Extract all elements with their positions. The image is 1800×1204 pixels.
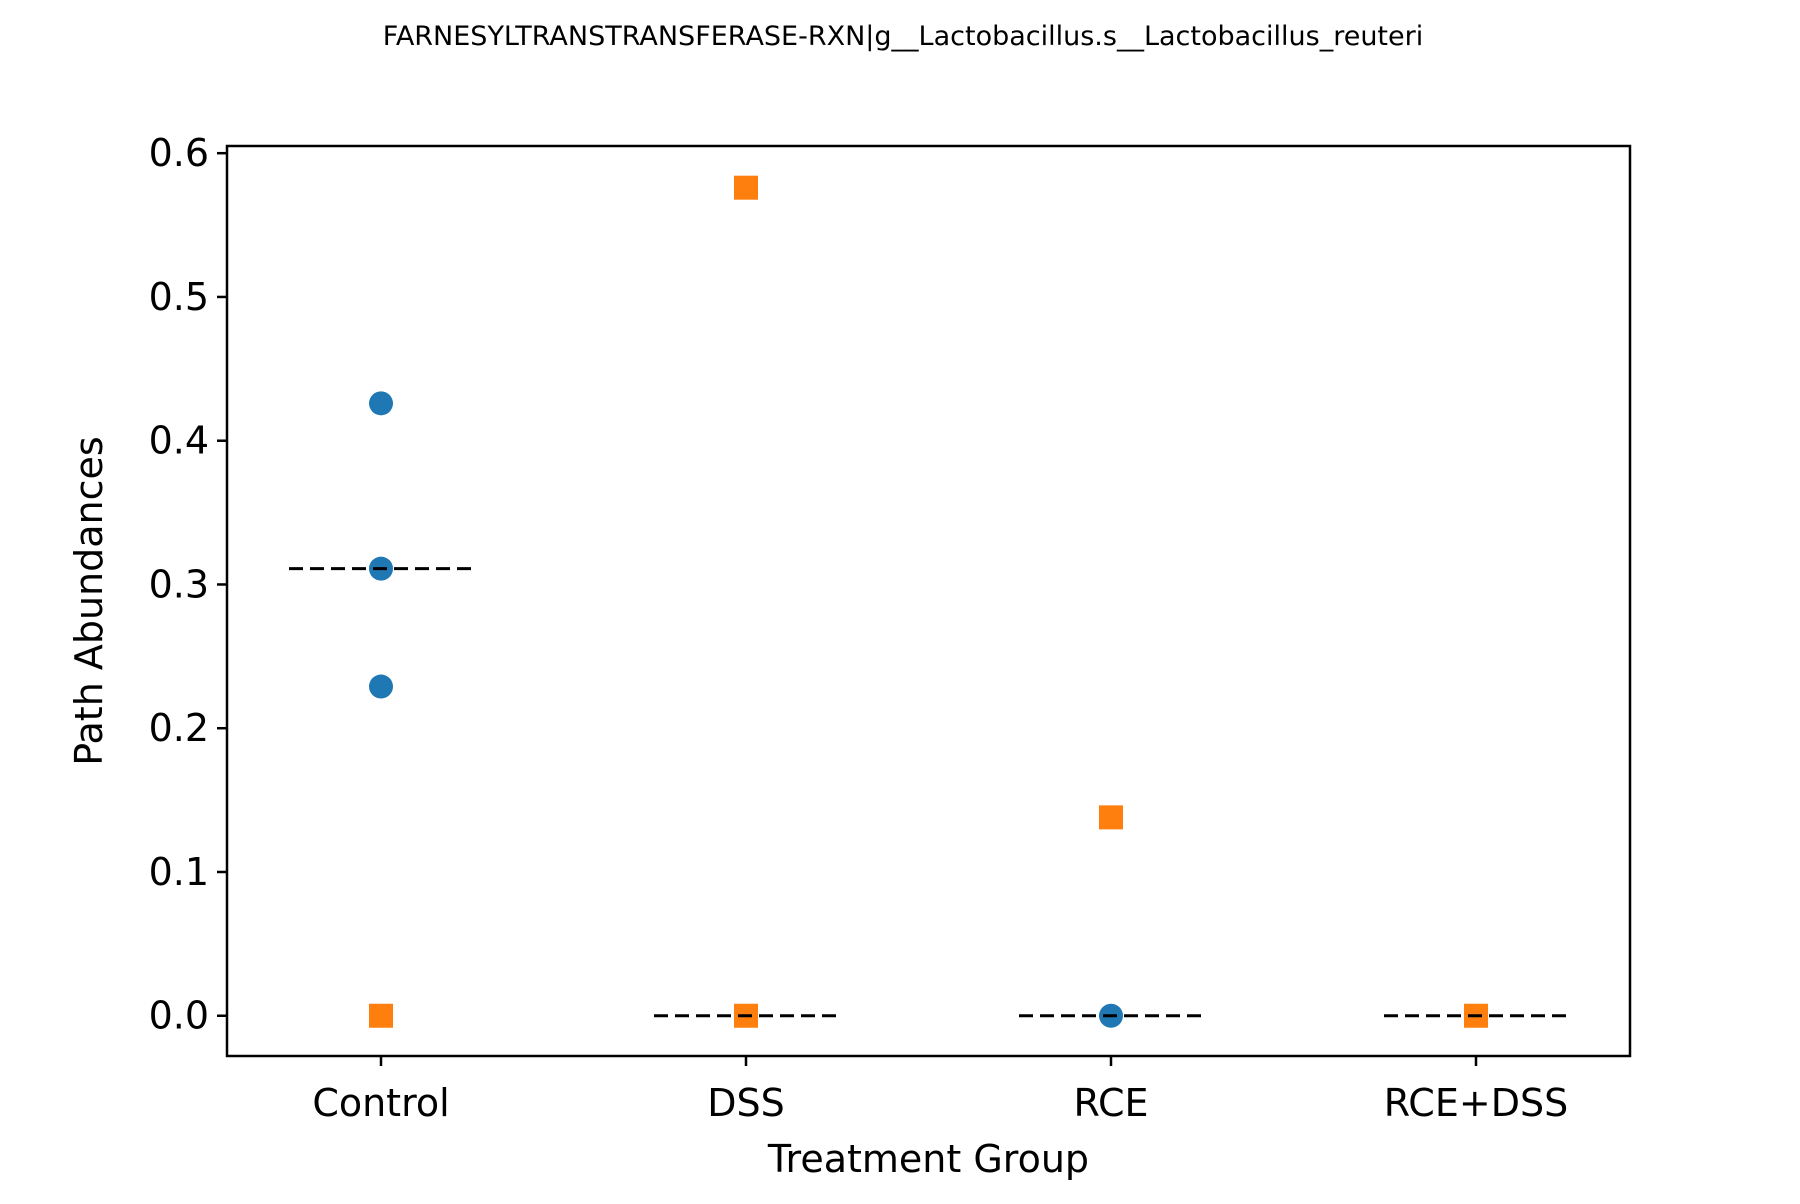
y-tick-label: 0.0 <box>149 994 209 1038</box>
y-tick-label: 0.6 <box>149 131 209 175</box>
data-point <box>734 175 758 200</box>
x-tick-label: DSS <box>707 1081 785 1125</box>
y-tick-label: 0.5 <box>149 275 209 319</box>
data-point <box>1099 805 1123 830</box>
y-axis-title: Path Abundances <box>67 436 111 765</box>
x-axis-title: Treatment Group <box>767 1137 1089 1181</box>
x-tick-label: RCE <box>1073 1081 1148 1125</box>
y-tick-label: 0.4 <box>149 419 209 463</box>
chart-title: FARNESYLTRANSTRANSFERASE-RXN|g__Lactobac… <box>383 21 1423 52</box>
data-point <box>369 674 393 699</box>
y-tick-label: 0.1 <box>149 850 209 894</box>
y-tick-label: 0.2 <box>149 706 209 750</box>
x-tick-label: Control <box>312 1081 449 1125</box>
y-tick-label: 0.3 <box>149 562 209 606</box>
x-tick-label: RCE+DSS <box>1384 1081 1568 1125</box>
plot-frame <box>225 144 1632 1058</box>
axes: 0.0 0.1 0.2 0.3 0.4 0.5 0.6 Control DSS RCE RCE+DS… <box>149 131 1569 1125</box>
plot-marks <box>289 175 1568 1028</box>
data-point <box>369 1003 393 1028</box>
data-point <box>369 391 393 416</box>
